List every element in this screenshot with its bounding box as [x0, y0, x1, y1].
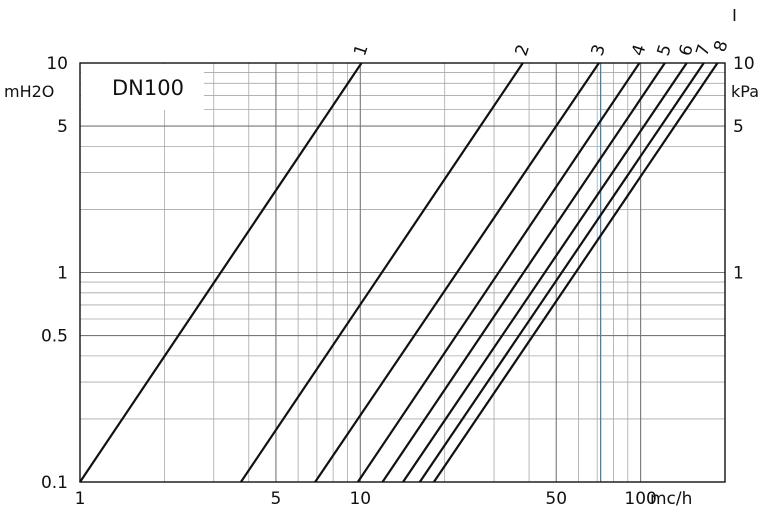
series-labels: 1 2 3 4 5 678: [350, 9, 736, 59]
x-tick-labels: 1 5 10 50 100: [75, 489, 657, 509]
y-tick-label-left: 0.5: [41, 327, 68, 347]
series-label-2: 2: [512, 42, 534, 58]
chart-title: DN100: [112, 76, 184, 100]
plot-frame: [79, 62, 726, 483]
series-line-7: [418, 62, 705, 483]
grid-major: [80, 63, 725, 482]
y-tick-label-right: 5: [733, 117, 744, 137]
x-tick-label: 10: [349, 489, 371, 509]
series-label-5: 5: [654, 42, 676, 58]
y-tick-labels-left: 10 5 1 0.5 0.1: [41, 54, 68, 493]
series-line-1: [79, 62, 363, 483]
x-tick-label: 100: [624, 489, 656, 509]
y-tick-label-left: 5: [57, 117, 68, 137]
series-line-5: [381, 62, 666, 483]
series-label-4: 4: [628, 42, 650, 58]
series-line-6: [402, 62, 688, 483]
x-tick-label: 5: [271, 489, 282, 509]
series-line-4: [356, 62, 641, 483]
x-tick-label: 50: [545, 489, 567, 509]
y-tick-label-left: 10: [46, 54, 68, 74]
y-tick-label-right: 1: [733, 264, 744, 284]
y-axis-label-left: mH2O: [4, 82, 54, 101]
y-tick-label-left: 1: [57, 264, 68, 284]
title-box: [81, 64, 204, 110]
y-tick-label-right: 10: [733, 54, 755, 74]
y-tick-labels-right: 100501051: [733, 54, 755, 284]
y-axis-label-right: kPa: [731, 82, 759, 101]
series-line-3: [314, 62, 600, 483]
y-tick-label-left: 0.1: [41, 473, 68, 493]
x-tick-label: 1: [75, 489, 86, 509]
x-axis-label: mc/h: [650, 489, 692, 509]
series-label-3: 3: [588, 42, 610, 58]
series-line-8: [432, 62, 719, 483]
series-label-1: 1: [350, 42, 372, 58]
series-line-2: [239, 62, 524, 483]
series-group: [79, 62, 719, 483]
